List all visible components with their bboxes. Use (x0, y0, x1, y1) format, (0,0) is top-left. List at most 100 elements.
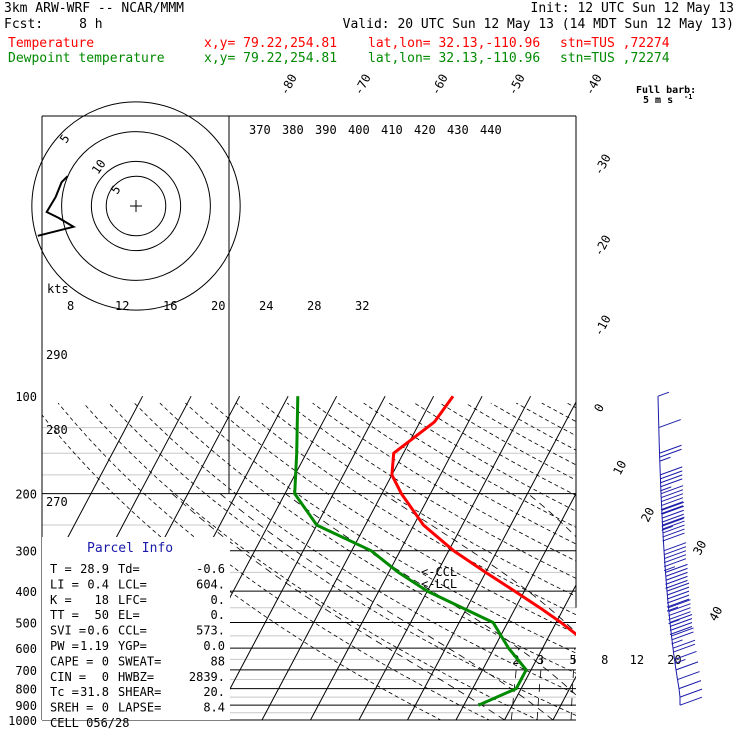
parcel-param-name: Td= (118, 562, 140, 576)
dewpoint-latlon: lat,lon= 32.13,-110.96 (368, 51, 541, 66)
barb-key-value: 5 m s (643, 95, 673, 106)
wind-barb-flag (665, 567, 688, 577)
parcel-param-value: 88 (211, 654, 225, 668)
parcel-param-name: PW = (50, 639, 79, 653)
theta-label: 390 (315, 123, 337, 137)
parcel-param-name: SHEAR= (118, 685, 161, 699)
pressure-label: 800 (15, 683, 37, 697)
parcel-param-value: 0 (102, 670, 109, 684)
parcel-param-name: HWBZ= (118, 670, 154, 684)
wind-barb-flag (671, 627, 694, 637)
wind-barb-flag (668, 603, 691, 613)
dewpoint-xy: x,y= 79.22,254.81 (204, 51, 338, 66)
parcel-param-name: CAPE = (50, 654, 93, 668)
hodograph-speed-tick: 8 (67, 299, 74, 313)
wind-barb-flag (663, 546, 687, 556)
dry-adiabat (57, 402, 491, 720)
isotherm-line (455, 492, 576, 720)
isotherm-line (310, 395, 483, 720)
wind-barb-flag (663, 550, 687, 560)
wind-barb-staff (657, 396, 681, 706)
dewpoint-station: stn=TUS ,72274 (560, 51, 670, 66)
wind-barb-flag (661, 505, 684, 515)
theta-label: 410 (381, 123, 403, 137)
dewpoint-trace (293, 396, 528, 707)
dry-adiabat (236, 402, 576, 616)
wind-barb-flag (677, 671, 700, 681)
pressure-label: 1000 (8, 714, 37, 728)
pressure-label: 200 (15, 488, 37, 502)
parcel-param-value: 0.4 (87, 577, 109, 591)
wind-barb-flag (660, 497, 684, 507)
pressure-label: 600 (15, 642, 37, 656)
wind-barb-flag (672, 639, 696, 649)
wind-barb-flag (659, 448, 682, 458)
wind-barb-half (674, 658, 686, 664)
dry-adiabat (618, 403, 740, 727)
parcel-info-title: Parcel Info (87, 541, 173, 556)
isotherm-line (358, 395, 532, 720)
isotherm-label: -70 (351, 72, 374, 98)
wind-barb-flag (661, 501, 684, 511)
hodograph-ring-label: 5 (57, 132, 73, 146)
dry-adiabat (42, 414, 442, 720)
hodograph-trace (37, 175, 77, 237)
wind-barb-flag (660, 466, 683, 476)
temperature-trace (390, 395, 576, 637)
isotherm-label: 10 (610, 458, 629, 477)
dry-adiabat (108, 402, 576, 716)
hodograph-speed-tick: 32 (355, 299, 369, 313)
wind-barb-flag (660, 485, 684, 495)
wind-barb-flag (666, 586, 690, 596)
wind-barb-flag (660, 489, 684, 499)
theta-label: 370 (249, 123, 271, 137)
isotherm-label: -60 (428, 72, 451, 98)
fcst-label: Fcst: (4, 17, 44, 32)
parcel-param-name: SWEAT= (118, 654, 161, 668)
isotherm-label: -10 (591, 313, 614, 339)
pressure-label: 300 (15, 545, 37, 559)
hodograph-ring-label: 10 (89, 157, 109, 177)
parcel-param-value: 18 (95, 593, 109, 607)
parcel-param-name: LAPSE= (118, 701, 161, 715)
hodograph-ring (90, 160, 182, 252)
parcel-param-value: 0.0 (203, 639, 225, 653)
parcel-param-value: -0.6 (196, 562, 225, 576)
dry-adiabat (567, 402, 576, 409)
mixing-ratio-label: 5 (570, 653, 577, 667)
parcel-param-name: K = (50, 593, 72, 607)
parcel-param-name: SREH = (50, 701, 93, 715)
init-time: Init: 12 UTC Sun 12 May 13 (530, 1, 735, 16)
pressure-label: 100 (15, 390, 37, 404)
barb-key-label: Full barb: (636, 85, 696, 96)
dry-adiabat-label: 270 (46, 495, 68, 509)
barb-key-unit: -1 (684, 93, 692, 101)
wind-barbs (657, 391, 703, 706)
pressure-label: 900 (15, 699, 37, 713)
wind-barb-half (671, 639, 683, 645)
wind-barb-flag (671, 631, 694, 641)
hodograph-ring (31, 101, 241, 311)
moist-adiabat (382, 493, 576, 633)
dry-adiabat (83, 402, 539, 720)
parcel-info-panel: Parcel Info T = 28.9 Td= -0.6 LI = 0.4 LCL= 604… (42, 537, 230, 730)
parcel-param-value: 0. (211, 608, 225, 622)
parcel-param-name: LFC= (118, 593, 147, 607)
isotherm-label: 40 (706, 604, 725, 623)
hodograph-speed-tick: 28 (307, 299, 321, 313)
parcel-param-value: 20. (203, 685, 225, 699)
wind-barb-half (661, 525, 673, 531)
wind-barb-flag (659, 444, 682, 454)
parcel-param-name: TT = (50, 608, 79, 622)
wind-barb-flag (665, 579, 688, 589)
wind-barb-flag (663, 558, 687, 568)
isotherm-label: 30 (690, 538, 709, 557)
isotherm-label: 20 (638, 505, 657, 524)
temperature-station: stn=TUS ,72274 (560, 36, 670, 51)
hodograph-speed-tick: 20 (211, 299, 225, 313)
wind-barb-flag (662, 528, 685, 538)
hodograph-speed-tick: 12 (115, 299, 129, 313)
parcel-param-value: 573. (196, 624, 225, 638)
wind-barb-flag (665, 563, 688, 573)
